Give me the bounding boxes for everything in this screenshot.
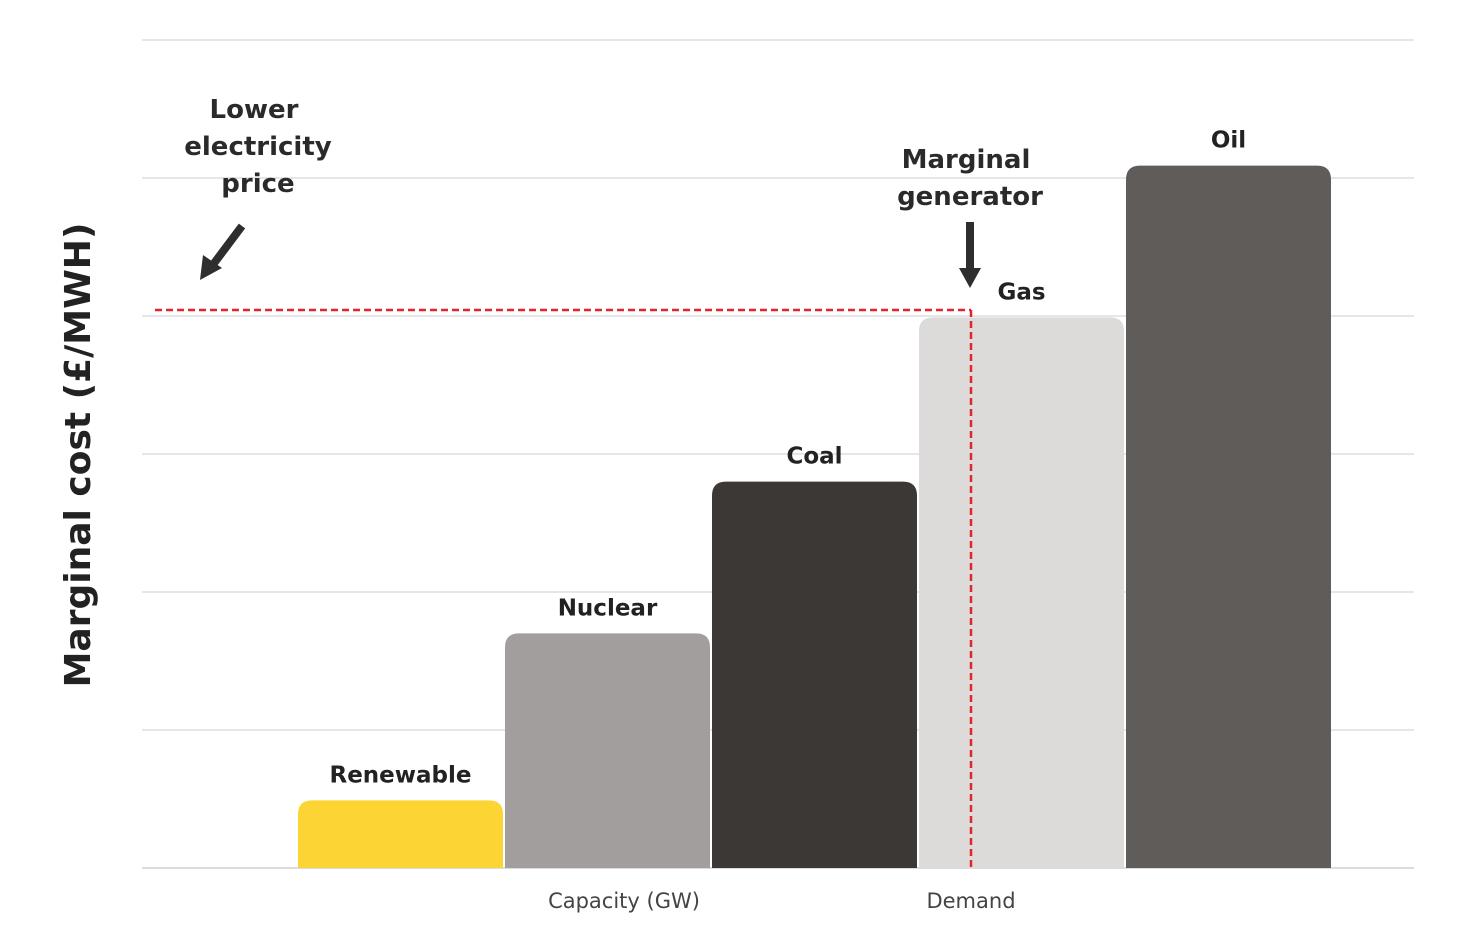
annotation-marginal-generator: Marginal generator	[897, 145, 1043, 288]
bar-coal	[712, 481, 917, 868]
x-axis-label: Capacity (GW)	[548, 889, 700, 913]
arrow-down-left-icon	[200, 223, 246, 280]
bar-label-renewable: Renewable	[330, 762, 472, 788]
annotation-line: Marginal	[902, 145, 1031, 175]
bar-label-nuclear: Nuclear	[558, 595, 658, 621]
y-axis-label: Marginal cost (£/MWH)	[58, 223, 99, 688]
bar-renewable	[298, 800, 503, 868]
annotation-lower-price: Lower electricity price	[184, 95, 332, 280]
arrow-down-icon	[959, 222, 981, 288]
bar-label-gas: Gas	[997, 279, 1045, 305]
annotation-line: generator	[897, 182, 1043, 212]
bar-label-coal: Coal	[786, 444, 842, 470]
bar-labels: Renewable Nuclear Coal Gas Oil	[330, 128, 1247, 789]
bar-label-oil: Oil	[1211, 128, 1246, 154]
annotation-line: electricity	[184, 132, 332, 162]
demand-label: Demand	[926, 889, 1015, 913]
annotation-line: price	[221, 169, 294, 199]
annotation-line: Lower	[210, 95, 299, 125]
bar-nuclear	[505, 633, 710, 868]
bar-oil	[1126, 165, 1331, 868]
bar-gas	[919, 317, 1124, 868]
